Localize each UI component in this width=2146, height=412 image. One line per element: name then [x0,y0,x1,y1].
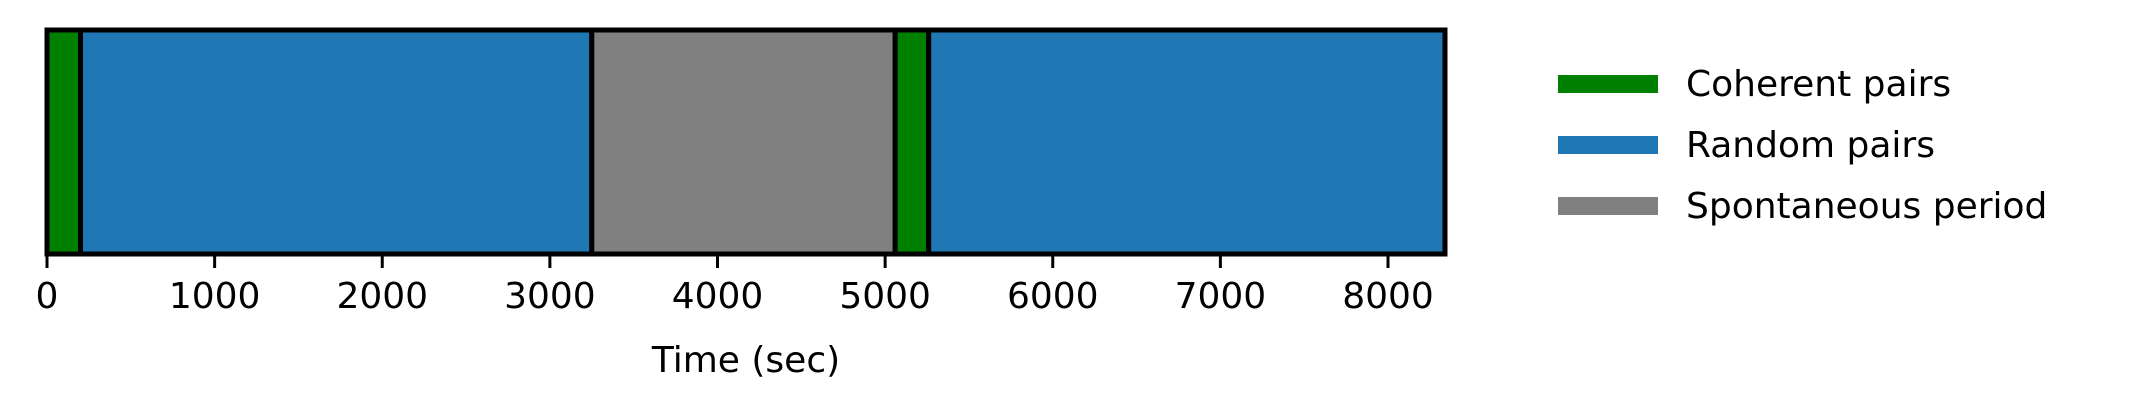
plot-frame [44,27,1448,257]
legend-swatch-spontaneous-period [1558,197,1658,215]
x-axis-ticks: 0 1000 2000 3000 4000 5000 6000 7000 8000 [36,254,1434,317]
legend-swatch-random-pairs [1558,136,1658,154]
x-tick-label-8000: 8000 [1342,276,1434,317]
segment-random-pairs-5 [926,27,1448,257]
x-tick-label-2000: 2000 [336,276,428,317]
legend: Coherent pairs Random pairs Spontaneous pe… [1558,64,2047,227]
x-tick-label-0: 0 [36,276,59,317]
segment-random-pairs-2 [78,27,595,257]
segment-coherent-pairs-1 [44,27,84,257]
x-tick-label-7000: 7000 [1175,276,1267,317]
legend-label-spontaneous-period: Spontaneous period [1686,186,2047,227]
legend-swatch-coherent-pairs [1558,75,1658,93]
x-axis-label: Time (sec) [651,340,840,381]
x-tick-label-4000: 4000 [672,276,764,317]
x-tick-label-3000: 3000 [504,276,596,317]
legend-label-coherent-pairs: Coherent pairs [1686,64,1951,105]
segment-spontaneous-period-3 [589,27,898,257]
segment-group [44,27,1448,257]
legend-label-random-pairs: Random pairs [1686,125,1935,166]
segment-coherent-pairs-4 [892,27,932,257]
x-tick-label-1000: 1000 [169,276,261,317]
x-tick-label-5000: 5000 [839,276,931,317]
x-tick-label-6000: 6000 [1007,276,1099,317]
